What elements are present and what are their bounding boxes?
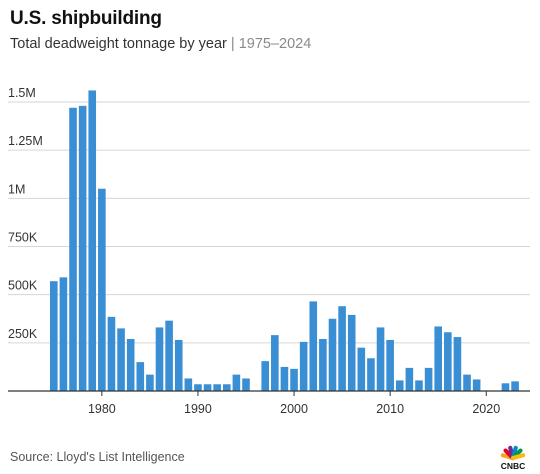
bar-2009 [376, 327, 385, 391]
bar-2002 [309, 301, 318, 391]
bar-2012 [405, 367, 414, 391]
bar-1993 [222, 384, 231, 391]
y-tick-label: 1.25M [8, 134, 43, 148]
bar-2003 [319, 338, 327, 391]
y-tick-label: 250K [8, 327, 38, 341]
bar-2000 [290, 368, 298, 391]
bar-2008 [367, 358, 375, 391]
bar-1987 [165, 320, 173, 391]
bar-1982 [117, 328, 125, 391]
source-note: Source: Lloyd's List Intelligence [10, 450, 185, 464]
bar-2010 [386, 339, 394, 391]
subtitle-main: Total deadweight tonnage by year [10, 36, 227, 52]
bar-2019 [472, 379, 481, 391]
bar-1997 [261, 361, 270, 391]
bar-1985 [146, 374, 154, 391]
bar-1979 [88, 90, 97, 391]
bar-1998 [271, 335, 279, 391]
feather [510, 453, 526, 461]
bar-2015 [434, 326, 442, 391]
bar-2023 [511, 381, 519, 391]
bar-1980 [98, 188, 106, 391]
cnbc-wordmark: CNBC [501, 461, 526, 470]
bar-1975 [50, 281, 58, 391]
bar-2011 [395, 380, 404, 391]
bar-2004 [328, 318, 337, 391]
y-tick-label: 1M [8, 182, 25, 196]
subtitle-range: 1975–2024 [238, 36, 312, 52]
x-tick-label: 2000 [280, 402, 308, 416]
x-tick-label: 1990 [184, 402, 212, 416]
x-tick-label: 1980 [88, 402, 116, 416]
bar-2017 [453, 337, 462, 391]
bar-1990 [194, 384, 202, 391]
cnbc-peacock-logo: CNBC [500, 445, 526, 470]
bar-1994 [232, 374, 241, 391]
bar-2005 [338, 306, 346, 391]
bar-2018 [463, 374, 471, 391]
bar-1977 [69, 107, 77, 391]
chart-subtitle: Total deadweight tonnage by year | 1975–… [10, 36, 311, 52]
bar-1992 [213, 384, 221, 391]
bar-2016 [444, 332, 452, 391]
bar-2001 [299, 341, 308, 391]
bar-2007 [357, 347, 366, 391]
subtitle-separator: | [230, 36, 235, 52]
bar-2013 [415, 380, 423, 391]
bar-1976 [59, 277, 68, 391]
x-tick-label: 2010 [376, 402, 404, 416]
bar-1988 [174, 339, 183, 391]
bar-1984 [136, 362, 145, 391]
bar-1983 [126, 338, 135, 391]
y-tick-label: 500K [8, 279, 38, 293]
chart-title: U.S. shipbuilding [10, 8, 162, 29]
bar-1991 [203, 384, 212, 391]
bar-2014 [424, 367, 433, 391]
peacock-feathers [500, 445, 526, 461]
bar-2006 [347, 314, 356, 391]
y-axis-labels: 250K 500K 750K 1M 1.25M 1.5M [8, 86, 43, 341]
bars [50, 90, 519, 391]
bar-1989 [184, 378, 193, 391]
y-tick-label: 750K [8, 231, 38, 245]
bar-1978 [78, 105, 87, 391]
x-tick-label: 2020 [472, 402, 500, 416]
bar-1981 [107, 316, 116, 391]
x-axis [8, 390, 530, 396]
bar-2022 [501, 383, 510, 391]
y-tick-label: 1.5M [8, 86, 36, 100]
x-axis-labels: 1980 1990 2000 2010 2020 [88, 402, 500, 416]
bar-1986 [155, 327, 164, 391]
bar-1999 [280, 366, 289, 391]
bar-1995 [242, 378, 250, 391]
